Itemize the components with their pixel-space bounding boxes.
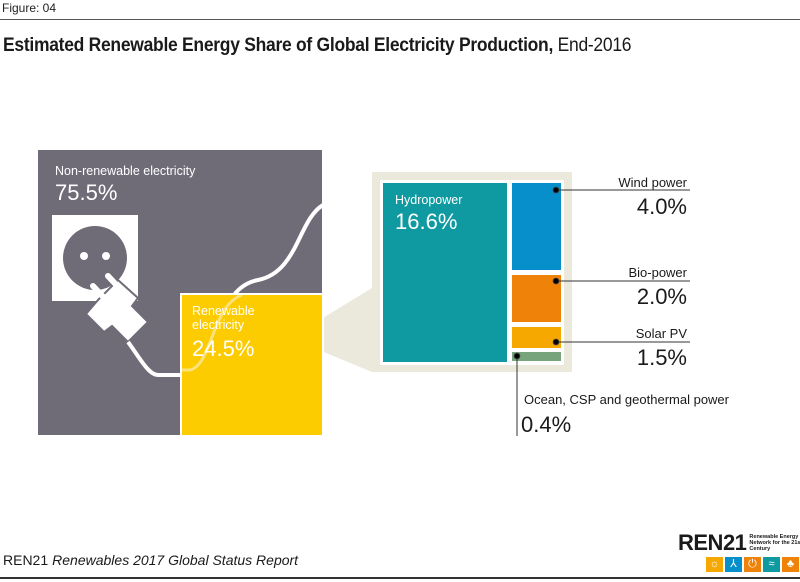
renewable-label: Renewable electricity [192,304,255,332]
nonrenewable-value: 75.5% [55,180,118,205]
bottom-rule [0,577,800,579]
wind-value: 4.0% [636,194,687,219]
solar-value: 1.5% [636,345,687,370]
renewable-value: 24.5% [192,336,255,361]
bio-value: 2.0% [636,284,687,309]
bio-rect [512,275,561,322]
footer-org: REN21 [3,552,49,568]
bio-label: Bio-power [628,265,687,280]
wind-logo-icon: ⅄ [725,557,742,572]
hydropower-label: Hydropower [395,193,463,207]
ocean-value: 0.4% [521,412,572,437]
cable-overlay-icon [182,295,243,372]
wind-rect [512,183,561,270]
solar-logo-icon: ☼ [706,557,723,572]
nonrenewable-label-group: Non-renewable electricity 75.5% [55,164,195,206]
logo-text: REN21 [678,530,747,555]
renewable-block [182,295,322,435]
solar-rect [512,327,561,348]
nonrenewable-label: Non-renewable electricity [55,164,196,178]
ocean-rect [512,352,561,361]
ocean-label: Ocean, CSP and geothermal power [524,392,729,407]
water-logo-icon: ≈ [763,557,780,572]
title-main: Estimated Renewable Energy Share of Glob… [3,35,554,56]
ren21-logo: REN21 Renewable Energy Policy Network fo… [678,530,800,572]
footer: REN21 Renewables 2017 Global Status Repor… [3,552,298,568]
wind-label: Wind power [618,175,687,190]
power-logo-icon: ⏻ [744,557,761,572]
hydropower-rect [383,183,507,362]
leaf-logo-icon: ♣ [782,557,799,572]
footer-report: Renewables 2017 Global Status Report [52,552,299,568]
title-suffix: End-2016 [557,35,632,56]
figure-label: Figure: 04 [2,1,57,15]
top-rule [0,19,800,20]
logo-tagline: Renewable Energy Policy Network for the … [749,534,800,552]
hydropower-label-group: Hydropower 16.6% [395,193,462,235]
hydropower-value: 16.6% [395,209,458,234]
chart-title: Estimated Renewable Energy Share of Glob… [3,35,632,57]
renewable-label-group: Renewable electricity 24.5% [192,304,272,362]
solar-label: Solar PV [635,326,687,341]
